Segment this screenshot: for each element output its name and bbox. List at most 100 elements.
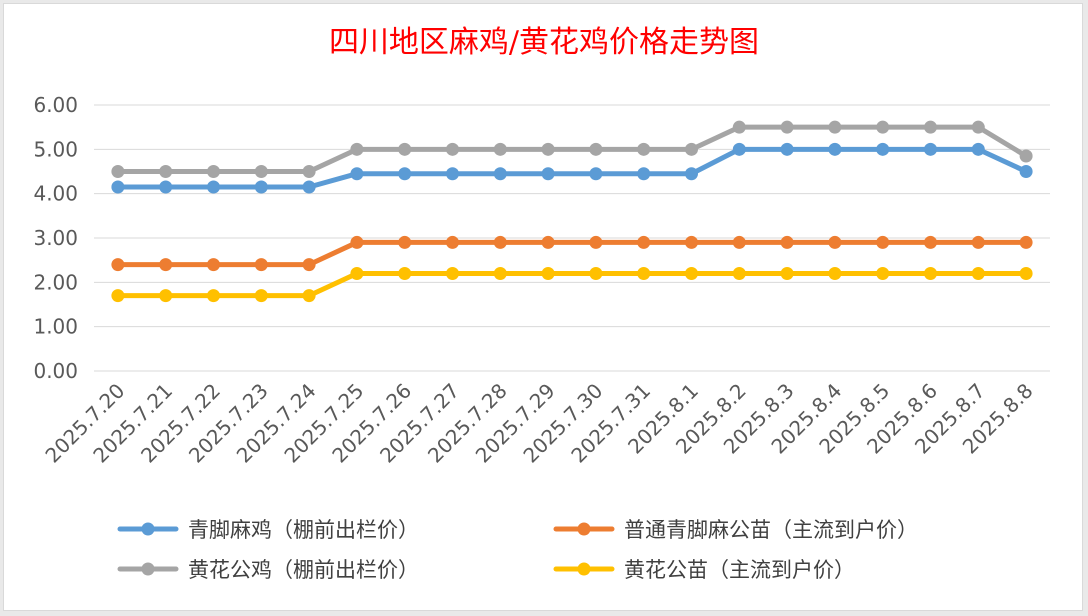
legend: 青脚麻鸡（棚前出栏价） 普通青脚麻公苗（主流到户价） 黄花公鸡（棚前出栏价） 黄花公苗… bbox=[117, 518, 918, 582]
chart-title: 四川地区麻鸡/黄花鸡价格走势图 bbox=[329, 25, 759, 60]
data-point bbox=[685, 142, 698, 156]
data-point bbox=[732, 142, 746, 156]
series-2 bbox=[111, 120, 1033, 178]
legend-label: 青脚麻鸡（棚前出栏价） bbox=[188, 518, 419, 542]
data-point bbox=[398, 235, 412, 249]
data-point bbox=[1019, 235, 1033, 249]
legend-swatch-marker bbox=[577, 522, 591, 536]
data-point bbox=[446, 167, 459, 181]
data-point bbox=[589, 266, 603, 280]
data-point bbox=[541, 235, 555, 249]
data-point bbox=[111, 289, 125, 303]
data-point bbox=[732, 235, 746, 249]
data-point bbox=[732, 266, 746, 280]
data-point bbox=[111, 180, 125, 194]
y-tick-label: 2.00 bbox=[33, 270, 78, 294]
data-point bbox=[780, 266, 794, 280]
data-point bbox=[685, 235, 698, 249]
gridlines bbox=[94, 104, 1050, 372]
data-point bbox=[111, 258, 125, 272]
y-tick-label: 5.00 bbox=[33, 137, 78, 161]
data-point bbox=[207, 180, 220, 194]
data-point bbox=[971, 120, 985, 134]
legend-label: 普通青脚麻公苗（主流到户价） bbox=[624, 518, 918, 542]
data-point bbox=[493, 142, 507, 156]
legend-item: 普通青脚麻公苗（主流到户价） bbox=[553, 518, 918, 542]
legend-swatch-marker bbox=[141, 522, 155, 536]
data-point bbox=[254, 165, 268, 178]
y-tick-label: 0.00 bbox=[33, 359, 78, 383]
data-point bbox=[207, 289, 220, 303]
series-1 bbox=[111, 235, 1033, 272]
data-point bbox=[1019, 266, 1033, 280]
data-point bbox=[828, 235, 842, 249]
data-point bbox=[637, 235, 651, 249]
data-point bbox=[876, 120, 890, 134]
legend-swatch-marker bbox=[577, 562, 591, 576]
data-point bbox=[350, 266, 364, 280]
series-line bbox=[115, 239, 1029, 268]
legend-swatch-marker bbox=[141, 562, 155, 576]
y-tick-label: 1.00 bbox=[33, 315, 78, 339]
series-0 bbox=[111, 142, 1033, 194]
data-point bbox=[207, 258, 220, 272]
data-point bbox=[493, 167, 507, 181]
data-point bbox=[493, 235, 507, 249]
data-point bbox=[780, 235, 794, 249]
chart-area bbox=[3, 3, 1083, 611]
y-axis-ticks: 0.00 1.00 2.00 3.00 4.00 5.00 6.00 bbox=[33, 93, 78, 383]
data-point bbox=[637, 142, 651, 156]
data-point bbox=[302, 165, 316, 178]
data-point bbox=[1019, 149, 1033, 163]
data-point bbox=[971, 266, 985, 280]
data-point bbox=[254, 289, 268, 303]
data-point bbox=[446, 235, 459, 249]
data-point bbox=[780, 120, 794, 134]
y-tick-label: 4.00 bbox=[33, 182, 78, 206]
series-3 bbox=[111, 266, 1033, 303]
data-point bbox=[302, 180, 316, 194]
data-point bbox=[254, 258, 268, 272]
data-point bbox=[685, 167, 698, 181]
data-point bbox=[732, 120, 746, 134]
data-point bbox=[541, 142, 555, 156]
y-tick-label: 3.00 bbox=[33, 226, 78, 250]
data-point bbox=[398, 142, 412, 156]
data-point bbox=[924, 142, 937, 156]
data-point bbox=[685, 266, 698, 280]
data-point bbox=[637, 266, 651, 280]
data-point bbox=[493, 266, 507, 280]
data-point bbox=[924, 120, 937, 134]
data-point bbox=[828, 266, 842, 280]
data-point bbox=[876, 142, 890, 156]
data-point bbox=[828, 120, 842, 134]
data-point bbox=[254, 180, 268, 194]
series-line bbox=[115, 270, 1029, 299]
legend-label: 黄花公鸡（棚前出栏价） bbox=[188, 558, 419, 582]
data-point bbox=[350, 142, 364, 156]
data-point bbox=[589, 142, 603, 156]
data-point bbox=[971, 235, 985, 249]
legend-item: 青脚麻鸡（棚前出栏价） bbox=[117, 518, 419, 542]
data-point bbox=[876, 235, 890, 249]
series-lines bbox=[111, 120, 1033, 303]
data-point bbox=[541, 266, 555, 280]
series-line bbox=[115, 124, 1029, 174]
data-point bbox=[302, 289, 316, 303]
data-point bbox=[111, 165, 125, 178]
data-point bbox=[159, 165, 173, 178]
data-point bbox=[398, 266, 412, 280]
data-point bbox=[924, 266, 937, 280]
data-point bbox=[350, 167, 364, 181]
data-point bbox=[924, 235, 937, 249]
data-point bbox=[780, 142, 794, 156]
data-point bbox=[207, 165, 220, 178]
data-point bbox=[637, 167, 651, 181]
legend-item: 黄花公苗（主流到户价） bbox=[553, 558, 855, 582]
y-tick-label: 6.00 bbox=[33, 93, 78, 117]
series-line bbox=[115, 146, 1029, 190]
legend-label: 黄花公苗（主流到户价） bbox=[624, 558, 855, 582]
data-point bbox=[828, 142, 842, 156]
data-point bbox=[446, 266, 459, 280]
